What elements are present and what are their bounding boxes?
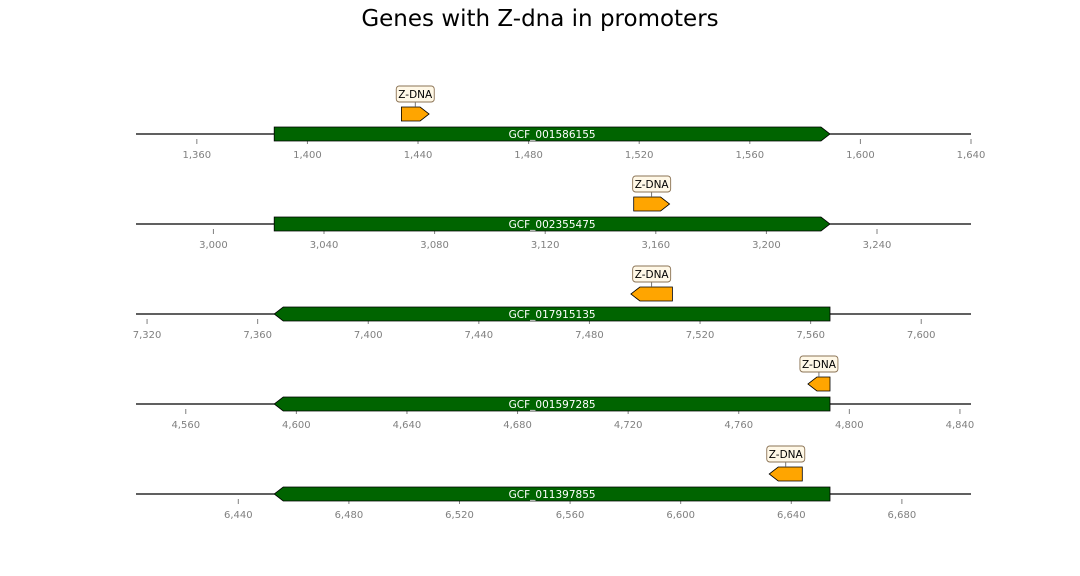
track-1: 1,360 1,400 1,440 1,480 1,520 1,560 1,600 1,640… [136,85,986,161]
tick-label: 4,760 [724,420,753,431]
tick-label: 6,600 [666,510,695,521]
tick-label: 1,600 [846,150,875,161]
tick-label: 7,440 [465,330,494,341]
tick-label: 3,040 [310,240,339,251]
feature-label-box [632,175,672,193]
tick-label: 6,440 [224,510,253,521]
zdna-feature-arrow [630,286,673,302]
tick-label: 7,520 [686,330,715,341]
tick-label: 1,400 [293,150,322,161]
tick-label: 7,400 [354,330,383,341]
tick-label: 4,720 [614,420,643,431]
tick-label: 1,560 [735,150,764,161]
tick-label: 6,640 [777,510,806,521]
tick-label: 6,560 [556,510,585,521]
tick-label: 4,600 [282,420,311,431]
gene-label: GCF_011397855 [509,489,596,501]
tick-label: 1,360 [183,150,212,161]
feature-label: Z-DNA [635,269,670,281]
tick-label: 6,520 [445,510,474,521]
gene-arrow [273,126,831,142]
gene-arrow [273,486,831,502]
tick-label: 6,480 [335,510,364,521]
tick-label: 4,680 [503,420,532,431]
feature-label-box [632,265,672,283]
gene-arrow [273,216,831,232]
feature-label: Z-DNA [398,89,433,101]
gene-label: GCF_001586155 [509,129,596,141]
tick-label: 1,520 [625,150,654,161]
tick-label: 6,680 [888,510,917,521]
gene-label: GCF_017915135 [509,309,596,321]
tick-label: 4,840 [946,420,975,431]
track-2: 3,000 3,040 3,080 3,120 3,160 3,200 3,240 GCF_0… [136,175,971,251]
zdna-feature-arrow [768,466,803,482]
tick-label: 3,000 [199,240,228,251]
tick-label: 3,120 [531,240,560,251]
tick-label: 1,640 [957,150,986,161]
track-5: 6,440 6,480 6,520 6,560 6,600 6,640 6,680 GCF_0… [136,445,971,521]
zdna-feature-arrow [400,106,430,122]
tick-label: 7,320 [133,330,162,341]
gene-label: GCF_001597285 [509,399,596,411]
feature-label-box [395,85,435,103]
tick-label: 4,640 [393,420,422,431]
tick-label: 3,200 [752,240,781,251]
zdna-feature-arrow [633,196,671,212]
tick-label: 7,600 [907,330,936,341]
tick-label: 1,480 [514,150,543,161]
tick-label: 3,160 [641,240,670,251]
track-4: 4,560 4,600 4,640 4,680 4,720 4,760 4,800 4,840… [136,355,975,431]
zdna-feature-arrow [807,376,831,392]
feature-label-box [799,355,839,373]
track-3: 7,320 7,360 7,400 7,440 7,480 7,520 7,560 7,600… [133,265,971,341]
feature-label: Z-DNA [769,449,804,461]
tick-label: 7,360 [243,330,272,341]
feature-label-box [766,445,806,463]
chart-title: Genes with Z-dna in promoters [361,6,719,32]
tick-label: 7,480 [575,330,604,341]
tick-label: 4,800 [835,420,864,431]
feature-label: Z-DNA [635,179,670,191]
feature-label: Z-DNA [802,359,837,371]
tick-label: 1,440 [404,150,433,161]
tick-label: 3,080 [420,240,449,251]
gene-label: GCF_002355475 [509,219,596,231]
tick-label: 3,240 [863,240,892,251]
tick-label: 4,560 [171,420,200,431]
tick-label: 7,560 [796,330,825,341]
gene-arrow [273,306,831,322]
gene-arrow [273,396,831,412]
